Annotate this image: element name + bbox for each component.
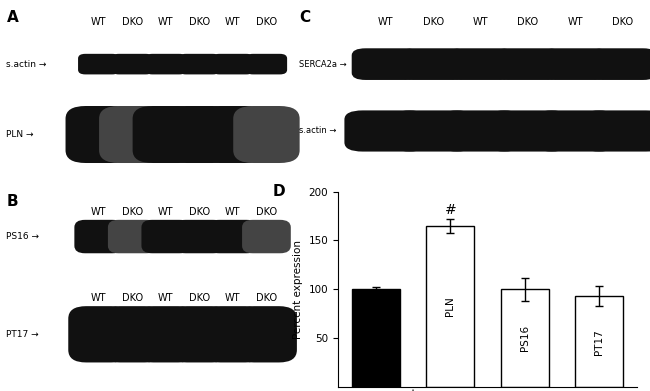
Text: WT: WT: [473, 16, 488, 27]
Text: WT: WT: [158, 207, 174, 217]
FancyBboxPatch shape: [209, 220, 257, 253]
FancyBboxPatch shape: [108, 220, 157, 253]
FancyBboxPatch shape: [135, 306, 196, 362]
Text: PLN →: PLN →: [6, 130, 34, 139]
FancyBboxPatch shape: [344, 110, 427, 152]
Text: WT: WT: [567, 16, 583, 27]
Text: PT17 →: PT17 →: [6, 330, 39, 339]
Text: WT: WT: [225, 207, 240, 217]
Bar: [352, 289, 400, 387]
Text: DKO: DKO: [256, 207, 277, 217]
FancyBboxPatch shape: [200, 106, 266, 163]
Text: DKO: DKO: [422, 16, 444, 27]
Text: DKO: DKO: [122, 207, 143, 217]
Text: DKO: DKO: [612, 16, 633, 27]
Text: C: C: [299, 9, 310, 25]
Text: WT: WT: [91, 16, 107, 27]
Text: #: #: [445, 203, 456, 217]
Text: PS16 →: PS16 →: [6, 232, 40, 241]
FancyBboxPatch shape: [112, 54, 153, 74]
Text: SERCA2a →: SERCA2a →: [299, 59, 346, 69]
FancyBboxPatch shape: [399, 48, 467, 80]
Text: WT: WT: [158, 293, 174, 303]
FancyBboxPatch shape: [487, 110, 569, 152]
FancyBboxPatch shape: [447, 48, 515, 80]
Text: s.actin →: s.actin →: [299, 126, 337, 136]
FancyBboxPatch shape: [392, 110, 474, 152]
FancyBboxPatch shape: [145, 54, 187, 74]
Text: DKO: DKO: [188, 207, 210, 217]
FancyBboxPatch shape: [581, 110, 650, 152]
Text: WT: WT: [91, 207, 107, 217]
FancyBboxPatch shape: [102, 306, 162, 362]
Bar: [575, 296, 623, 387]
Bar: [500, 289, 549, 387]
Text: DKO: DKO: [256, 293, 277, 303]
Text: WT: WT: [158, 16, 174, 27]
FancyBboxPatch shape: [99, 106, 166, 163]
FancyBboxPatch shape: [74, 220, 123, 253]
FancyBboxPatch shape: [589, 48, 650, 80]
FancyBboxPatch shape: [242, 220, 291, 253]
FancyBboxPatch shape: [175, 220, 224, 253]
FancyBboxPatch shape: [246, 54, 287, 74]
Text: DKO: DKO: [188, 293, 210, 303]
Y-axis label: Percent expression: Percent expression: [293, 240, 303, 339]
FancyBboxPatch shape: [494, 48, 562, 80]
Bar: [426, 226, 474, 387]
Text: WT: WT: [91, 293, 107, 303]
FancyBboxPatch shape: [202, 306, 263, 362]
Text: WT: WT: [225, 16, 240, 27]
Text: PLN: PLN: [445, 296, 455, 316]
FancyBboxPatch shape: [66, 106, 132, 163]
Text: DKO: DKO: [517, 16, 539, 27]
Text: DKO: DKO: [122, 293, 143, 303]
FancyBboxPatch shape: [169, 306, 230, 362]
FancyBboxPatch shape: [212, 54, 254, 74]
FancyBboxPatch shape: [78, 54, 120, 74]
Text: DKO: DKO: [122, 16, 143, 27]
Text: WT: WT: [378, 16, 394, 27]
Text: WT: WT: [225, 293, 240, 303]
Text: D: D: [272, 184, 285, 199]
Text: PS16: PS16: [520, 325, 530, 351]
FancyBboxPatch shape: [233, 106, 300, 163]
Text: DKO: DKO: [188, 16, 210, 27]
FancyBboxPatch shape: [179, 54, 220, 74]
Text: B: B: [6, 194, 18, 208]
FancyBboxPatch shape: [236, 306, 297, 362]
FancyBboxPatch shape: [352, 48, 420, 80]
FancyBboxPatch shape: [68, 306, 129, 362]
FancyBboxPatch shape: [133, 106, 199, 163]
Text: s.actin →: s.actin →: [6, 59, 47, 69]
FancyBboxPatch shape: [541, 48, 610, 80]
Text: DKO: DKO: [256, 16, 277, 27]
FancyBboxPatch shape: [534, 110, 617, 152]
FancyBboxPatch shape: [439, 110, 522, 152]
FancyBboxPatch shape: [142, 220, 190, 253]
Text: PT17: PT17: [594, 329, 604, 355]
FancyBboxPatch shape: [166, 106, 233, 163]
Text: A: A: [6, 9, 18, 25]
